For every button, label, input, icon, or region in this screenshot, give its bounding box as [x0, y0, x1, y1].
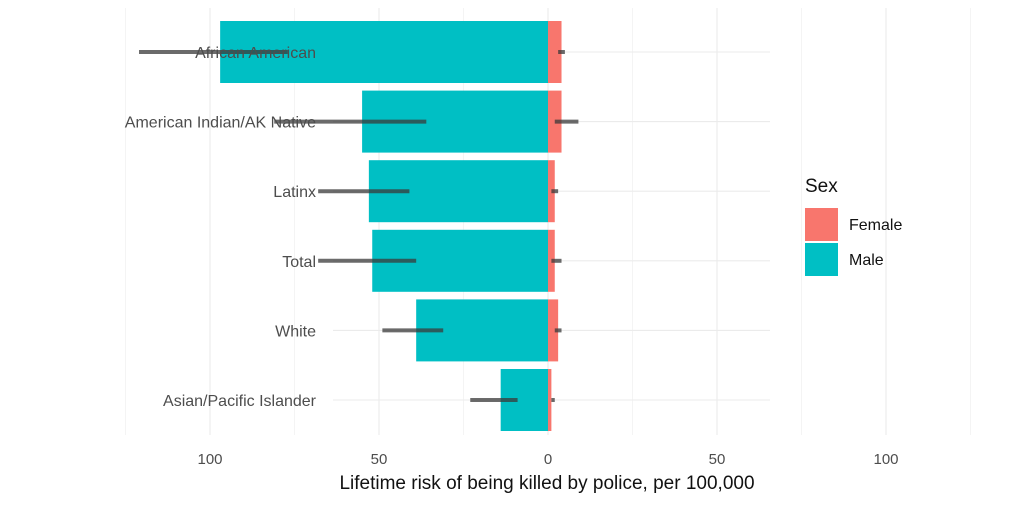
- legend: Sex Female Male: [805, 176, 902, 276]
- category-label: Asian/Pacific Islander: [163, 393, 317, 410]
- legend-label-female: Female: [849, 217, 902, 234]
- category-label: American Indian/AK Native: [125, 115, 316, 132]
- x-tick-label: 0: [544, 451, 552, 468]
- category-label: Latinx: [273, 184, 316, 201]
- error-bars-layer: [139, 50, 579, 402]
- legend-swatch-female: [805, 208, 838, 241]
- x-tick-label: 100: [197, 451, 222, 468]
- bar-female: [548, 299, 559, 362]
- x-tick-label: 50: [709, 451, 726, 468]
- category-label: African American: [195, 45, 316, 62]
- category-label: White: [275, 323, 316, 340]
- legend-title: Sex: [805, 176, 838, 197]
- x-tick-labels: 100 50 0 50 100: [197, 451, 898, 468]
- bar-female: [548, 21, 562, 83]
- x-axis-title: Lifetime risk of being killed by police,…: [339, 473, 754, 494]
- legend-swatch-male: [805, 243, 838, 276]
- category-label: Total: [282, 254, 316, 271]
- legend-label-male: Male: [849, 252, 884, 269]
- x-tick-label: 100: [873, 451, 898, 468]
- bars-layer: [220, 21, 562, 431]
- bar-female: [548, 369, 552, 431]
- x-tick-label: 50: [371, 451, 388, 468]
- category-labels: African American American Indian/AK Nativ…: [125, 45, 317, 410]
